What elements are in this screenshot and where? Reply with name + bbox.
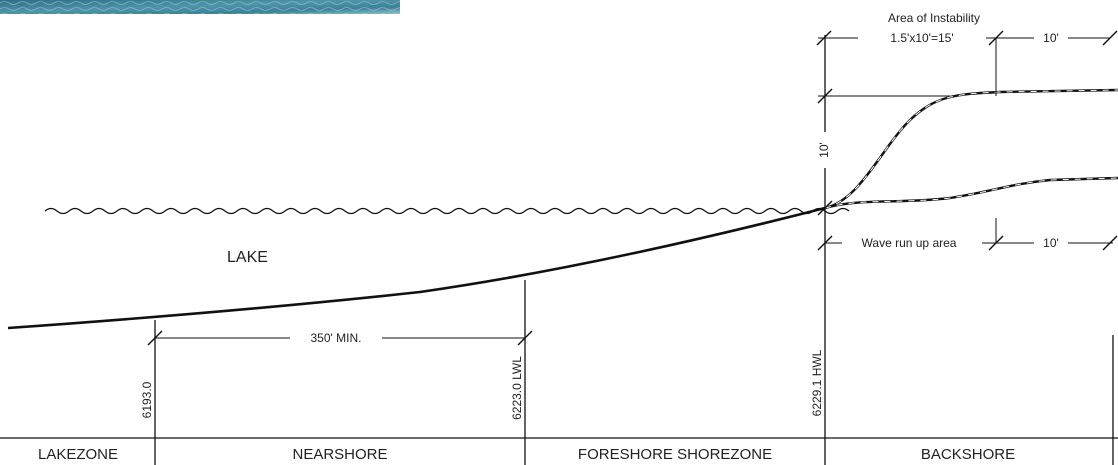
wave-right-dim-label: 10': [1043, 236, 1059, 250]
wave-run-up-label: Wave run up area: [862, 236, 957, 250]
wave-run-up-dim-tick-left: [817, 235, 833, 251]
zone-label-nearshore: NEARSHORE: [292, 446, 387, 463]
lake-photo-strip: [0, 0, 400, 14]
lake-bottom-profile-line: [7, 206, 826, 330]
zone-label-foreshore-shorezone: FORESHORE SHOREZONE: [578, 446, 772, 463]
wave-run-up-dim-tick-right: [1102, 235, 1118, 251]
steep-bank-profile-line: [824, 88, 1118, 210]
nearshore-dim-label: 350' MIN.: [311, 331, 362, 345]
lwl-elevation-label: 6223.0 LWL: [510, 356, 524, 420]
gentle-bank-profile-line: [824, 176, 1118, 210]
nearshore-dim-tick-right: [517, 330, 533, 346]
bank-top-reference-tick: [817, 88, 833, 104]
zone-label-backshore: BACKSHORE: [921, 446, 1015, 463]
water-surface-wave-line: [44, 207, 850, 215]
gentle-bank-dashed-overlay: [824, 177, 1118, 209]
ground-profile: [7, 88, 1118, 330]
top-right-dim-label: 10': [1043, 31, 1059, 45]
hwl-elevation-label: 6229.1 HWL: [810, 349, 824, 416]
lake-label: LAKE: [227, 249, 268, 266]
instability-dim-tick-right: [1102, 30, 1118, 46]
steep-bank-dashed-overlay: [824, 89, 1118, 209]
nearshore-dim-tick-left: [147, 330, 163, 346]
hwl-intersection-tick: [817, 200, 833, 216]
lakezone-elevation-label: 6193.0: [140, 381, 154, 418]
instability-dim-tick-left: [816, 30, 832, 46]
zone-label-lakezone: LAKEZONE: [38, 446, 118, 463]
area-of-instability-label: Area of Instability: [888, 11, 980, 25]
instability-formula-label: 1.5'x10'=15': [890, 31, 953, 45]
height-dim-label: 10': [817, 142, 831, 158]
